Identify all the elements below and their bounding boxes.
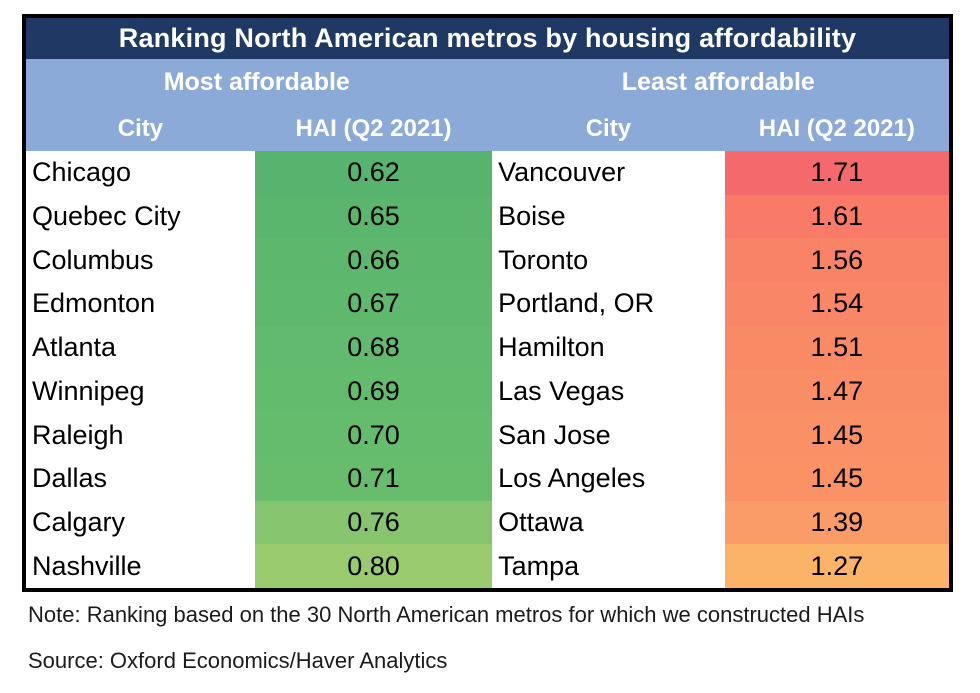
column-header-city-right: City [585, 114, 632, 142]
group-least-affordable: Least affordable [621, 68, 815, 97]
city-cell-least: Portland, OR [492, 282, 725, 326]
hai-cell-most: 0.67 [254, 282, 493, 326]
column-header-city-left: City [117, 114, 164, 142]
affordability-table: Ranking North American metros by housing… [22, 14, 953, 592]
footnote: Note: Ranking based on the 30 North Amer… [28, 602, 865, 627]
group-header-row: Most affordable Least affordable [26, 59, 949, 106]
hai-cell-most: 0.80 [254, 544, 493, 588]
city-cell-least: San Jose [492, 413, 725, 457]
column-header-hai-left: HAI (Q2 2021) [295, 114, 452, 142]
column-header-hai-right: HAI (Q2 2021) [758, 114, 915, 142]
source-line: Source: Oxford Economics/Haver Analytics [28, 648, 448, 673]
hai-cell-least: 1.56 [724, 238, 949, 283]
hai-cell-least: 1.27 [724, 544, 949, 588]
column-header-row: City HAI (Q2 2021) City HAI (Q2 2021) [26, 106, 949, 151]
hai-cell-most: 0.70 [254, 413, 493, 457]
city-cell-least: Toronto [492, 238, 725, 283]
city-cell-most: Chicago [26, 151, 255, 195]
city-cell-most: Edmonton [26, 282, 255, 326]
hai-cell-least: 1.71 [724, 151, 949, 195]
hai-cell-least: 1.51 [724, 325, 949, 370]
hai-cell-least: 1.45 [724, 413, 949, 457]
hai-cell-least: 1.39 [724, 500, 949, 545]
data-grid: Chicago 0.62 Vancouver 1.71 Quebec City 0.65 B… [26, 151, 949, 588]
hai-cell-least: 1.47 [724, 369, 949, 414]
hai-cell-most: 0.66 [254, 238, 493, 283]
city-cell-least: Los Angeles [492, 456, 725, 501]
hai-cell-most: 0.62 [254, 151, 493, 195]
city-cell-most: Raleigh [26, 413, 255, 457]
city-cell-most: Winnipeg [26, 369, 255, 414]
city-cell-most: Quebec City [26, 194, 255, 239]
hai-cell-most: 0.76 [254, 500, 493, 545]
hai-cell-most: 0.71 [254, 456, 493, 501]
city-cell-least: Vancouver [492, 151, 725, 195]
city-cell-least: Hamilton [492, 325, 725, 370]
city-cell-least: Boise [492, 194, 725, 239]
city-cell-least: Tampa [492, 544, 725, 588]
table-title: Ranking North American metros by housing… [26, 18, 949, 59]
hai-cell-most: 0.69 [254, 369, 493, 414]
hai-cell-most: 0.65 [254, 194, 493, 239]
city-cell-most: Dallas [26, 456, 255, 501]
hai-cell-least: 1.54 [724, 282, 949, 326]
table-header: Most affordable Least affordable City HA… [26, 59, 949, 151]
hai-cell-most: 0.68 [254, 325, 493, 370]
city-cell-least: Las Vegas [492, 369, 725, 414]
city-cell-least: Ottawa [492, 500, 725, 545]
city-cell-most: Atlanta [26, 325, 255, 370]
group-most-affordable: Most affordable [163, 68, 350, 97]
city-cell-most: Calgary [26, 500, 255, 545]
city-cell-most: Nashville [26, 544, 255, 588]
hai-cell-least: 1.61 [724, 194, 949, 239]
hai-cell-least: 1.45 [724, 456, 949, 501]
city-cell-most: Columbus [26, 238, 255, 283]
